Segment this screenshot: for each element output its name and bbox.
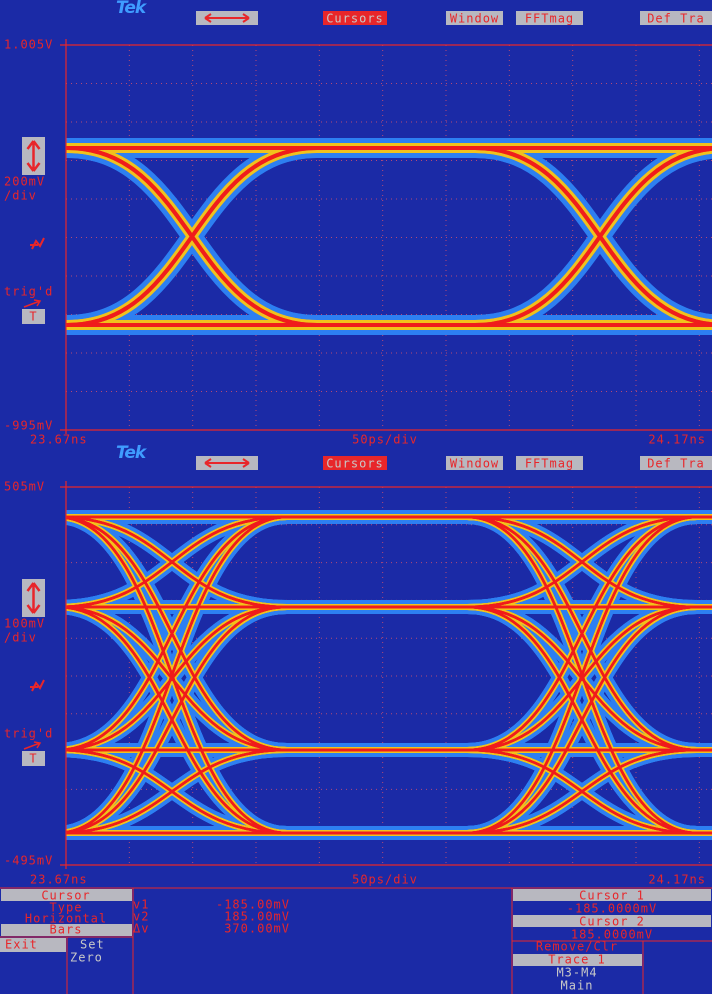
menu-label: Def Tra	[647, 12, 705, 26]
cursor-value: -185.0000mV	[567, 902, 657, 916]
volts-per-div: 100mV	[4, 617, 45, 631]
tek-logo: Tek	[116, 443, 148, 463]
menu-label: Def Tra	[647, 457, 705, 471]
menu-label: Window	[450, 12, 499, 26]
bottom-level: -995mV	[4, 419, 53, 433]
menu-label: Window	[450, 457, 499, 471]
trigger-status: trig'd	[4, 285, 53, 299]
top-level: 1.005V	[4, 38, 53, 52]
readout-name: Δv	[133, 922, 149, 936]
scope-screenshot: Tek Cursors Window FFTmag Def Tra 1.005V 200mV…	[0, 0, 712, 994]
set-zero-button: Zero	[70, 951, 103, 965]
menu-label: FFTmag	[525, 12, 574, 26]
trigger-marker: T	[29, 310, 37, 324]
time-scale: 50ps/div	[352, 433, 418, 447]
time-end: 24.17ns	[648, 873, 706, 887]
menu-label: Cursors	[326, 12, 384, 26]
time-scale: 50ps/div	[352, 873, 418, 887]
volts-unit: /div	[4, 189, 37, 203]
trigger-marker: T	[29, 752, 37, 766]
cursor-type-value: Bars	[50, 923, 83, 937]
trace-timebase: Main	[561, 979, 594, 993]
time-end: 24.17ns	[648, 433, 706, 447]
time-start: 23.67ns	[30, 873, 88, 887]
volts-per-div: 200mV	[4, 175, 45, 189]
tek-logo: Tek	[116, 0, 148, 18]
menu-label: FFTmag	[525, 457, 574, 471]
trace-source: M3-M4	[556, 966, 597, 980]
exit-button: Exit	[5, 938, 38, 952]
cursor-label: Cursor 1	[579, 889, 645, 903]
menu-label: Cursors	[326, 457, 384, 471]
top-level: 505mV	[4, 480, 45, 494]
remove-button: Trace 1	[548, 953, 606, 967]
remove-button: Remove/Clr	[536, 940, 618, 954]
set-zero-button: Set	[80, 938, 105, 952]
time-start: 23.67ns	[30, 433, 88, 447]
readout-value: 370.00mV	[224, 922, 290, 936]
trigger-status: trig'd	[4, 727, 53, 741]
bottom-level: -495mV	[4, 854, 53, 868]
cursor-label: Cursor 2	[579, 915, 645, 929]
volts-unit: /div	[4, 631, 37, 645]
